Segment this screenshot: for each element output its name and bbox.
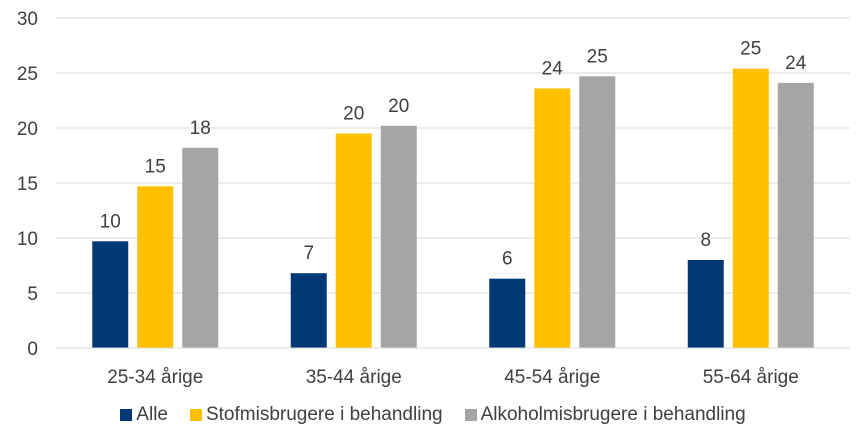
bar bbox=[732, 68, 769, 348]
legend-label: Stofmisbrugere i behandling bbox=[205, 404, 443, 425]
legend-item: Stofmisbrugere i behandling bbox=[189, 404, 443, 426]
bar bbox=[137, 186, 174, 348]
data-label: 6 bbox=[502, 249, 513, 270]
bar bbox=[534, 88, 571, 349]
data-label: 20 bbox=[343, 104, 364, 125]
x-tick-label: 55-64 årige bbox=[703, 367, 799, 388]
legend-swatch bbox=[189, 409, 202, 421]
y-tick-label: 5 bbox=[27, 284, 38, 305]
x-tick-label: 35-44 årige bbox=[306, 367, 402, 388]
legend-swatch bbox=[120, 409, 133, 421]
y-tick-label: 30 bbox=[17, 9, 38, 30]
bar bbox=[380, 125, 417, 348]
data-label: 24 bbox=[785, 53, 807, 74]
data-label: 7 bbox=[303, 243, 314, 264]
bar bbox=[92, 241, 129, 348]
data-label: 25 bbox=[740, 39, 761, 60]
legend-swatch bbox=[464, 409, 477, 421]
data-label: 20 bbox=[388, 96, 409, 117]
bar bbox=[777, 82, 814, 349]
y-tick-label: 0 bbox=[27, 339, 38, 360]
bar bbox=[290, 273, 327, 348]
data-label: 8 bbox=[700, 230, 711, 251]
y-tick-label: 10 bbox=[17, 229, 38, 250]
bar bbox=[489, 278, 526, 348]
y-tick-label: 25 bbox=[17, 64, 38, 85]
y-tick-label: 15 bbox=[17, 174, 38, 195]
legend-label: Alkoholmisbrugere i behandling bbox=[480, 404, 746, 425]
data-label: 15 bbox=[145, 156, 166, 177]
legend-label: Alle bbox=[136, 404, 168, 425]
bar bbox=[335, 133, 372, 348]
data-label: 24 bbox=[542, 58, 564, 79]
bar bbox=[182, 147, 219, 348]
x-tick-label: 45-54 årige bbox=[504, 367, 600, 388]
bar bbox=[687, 260, 724, 348]
bar-chart-plot: 0 5 10 15 20 25 30 10 15 18 25-34 årige 7 20 20 35-44 … bbox=[17, 9, 850, 388]
x-tick-label: 25-34 årige bbox=[107, 367, 203, 388]
bar bbox=[579, 76, 616, 349]
data-label: 25 bbox=[587, 46, 608, 67]
data-label: 18 bbox=[190, 118, 211, 139]
legend-item: Alle bbox=[120, 404, 168, 426]
y-tick-label: 20 bbox=[17, 119, 38, 140]
legend-item: Alkoholmisbrugere i behandling bbox=[464, 404, 746, 426]
data-label: 10 bbox=[100, 211, 121, 232]
legend: Alle Stofmisbrugere i behandling Alkoholmi… bbox=[0, 404, 866, 426]
